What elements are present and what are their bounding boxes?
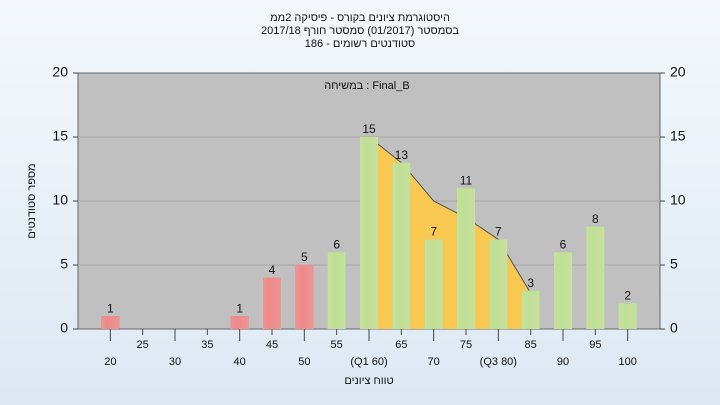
bar-shade (554, 252, 572, 329)
x-tick-label: 75 (460, 339, 472, 351)
x-tick-label: 50 (298, 356, 310, 368)
value-label: 11 (460, 173, 473, 187)
y-tick-label: 15 (52, 128, 68, 144)
bar-shade (586, 226, 605, 329)
x-axis-label: טווח ציונים (344, 375, 393, 387)
x-tick-label: 65 (395, 339, 407, 351)
x-tick-label: 30 (169, 356, 181, 368)
chart-title: היסטוגרמת ציונים בקורס - פיסיקה 2ממ (270, 12, 450, 24)
x-tick-label: 85 (525, 339, 537, 351)
bar-shade (263, 277, 281, 329)
bar-shade (457, 188, 475, 329)
bar-shade (360, 137, 378, 329)
x-tick-label: 70 (428, 356, 440, 368)
bar-shade (295, 265, 314, 329)
value-label: 2 (624, 289, 631, 303)
bar-shade (424, 239, 443, 329)
x-tick-label: 90 (557, 356, 569, 368)
y2-tick-label: 0 (670, 320, 678, 336)
value-label: 3 (527, 276, 534, 290)
x-tick-label: 25 (137, 339, 149, 351)
annotation: במשיחה : Final_B (324, 80, 409, 92)
chart-subtitle: בסמסטר (01/2017) סמסטר חורף 2017/18 (261, 25, 459, 37)
y-tick-label: 5 (60, 256, 68, 272)
bar-shade (618, 303, 637, 329)
value-label: 7 (430, 225, 437, 239)
value-label: 13 (395, 148, 409, 162)
x-tick-label: 100 (618, 356, 636, 368)
bar-shade (489, 239, 508, 329)
bar-shade (230, 316, 249, 329)
bar-shade (521, 290, 540, 329)
value-label: 5 (301, 250, 308, 264)
x-tick-label: 40 (234, 356, 246, 368)
bar-shade (327, 252, 346, 329)
x-tick-label: 20 (104, 356, 116, 368)
y-tick-label: 20 (52, 64, 68, 80)
y2-tick-label: 20 (670, 64, 686, 80)
chart-subtitle: סטודנטים רשומים - 186 (305, 38, 416, 50)
x-tick-label: 95 (589, 339, 601, 351)
value-label: 1 (107, 301, 114, 315)
y-tick-label: 0 (60, 320, 68, 336)
value-label: 1 (236, 301, 243, 315)
y2-tick-label: 10 (670, 192, 686, 208)
bar-shade (101, 316, 120, 329)
x-tick-label: 55 (331, 339, 343, 351)
y2-tick-label: 5 (670, 256, 678, 272)
value-label: 8 (592, 212, 599, 226)
value-label: 7 (495, 225, 502, 239)
y-tick-label: 10 (52, 192, 68, 208)
value-label: 15 (362, 122, 376, 136)
x-tick-label: (Q3 80) (480, 356, 517, 368)
value-label: 6 (333, 237, 340, 251)
bar-shade (392, 162, 411, 329)
value-label: 4 (269, 263, 276, 277)
x-tick-label: (Q1 60) (350, 356, 387, 368)
x-tick-label: 45 (266, 339, 278, 351)
value-label: 6 (560, 237, 567, 251)
y2-tick-label: 15 (670, 128, 686, 144)
x-tick-label: 35 (201, 339, 213, 351)
y-axis-label: מספר סטודנטים (26, 163, 38, 238)
